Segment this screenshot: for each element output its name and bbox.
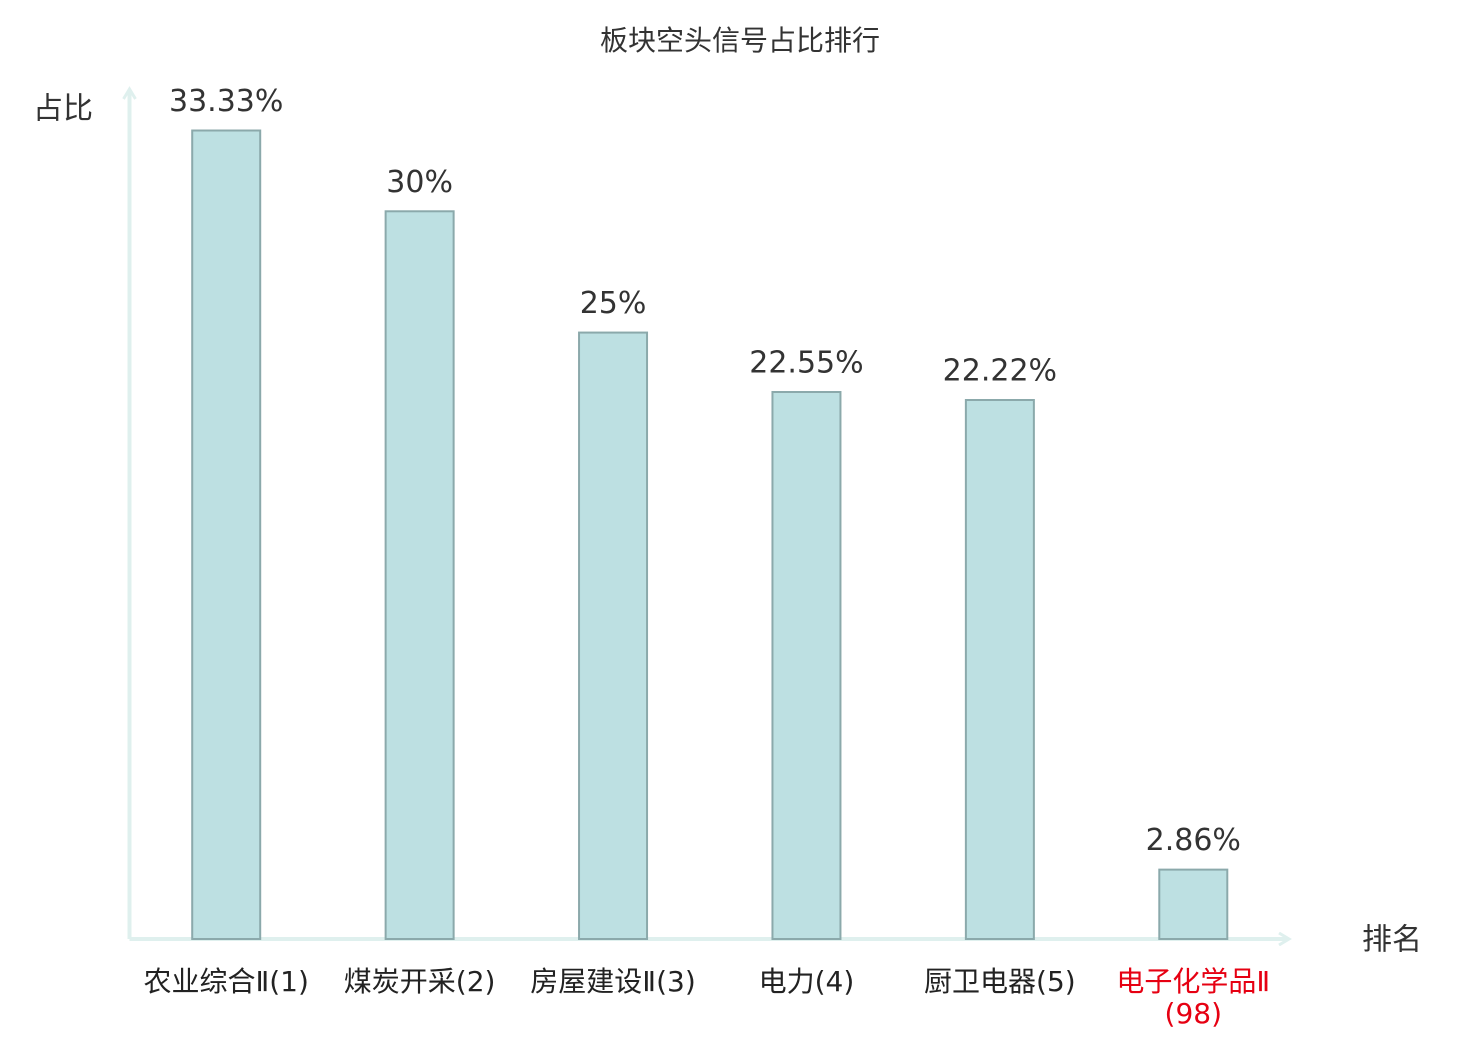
- x-tick-label: 电子化学品Ⅱ(98): [1116, 965, 1271, 1030]
- bar: [964, 399, 1035, 940]
- value-label: 22.22%: [943, 354, 1057, 389]
- x-tick-label: 农业综合Ⅱ(1): [143, 965, 309, 998]
- x-tick-label: 房屋建设Ⅱ(3): [530, 965, 696, 998]
- x-tick-label: 煤炭开采(2): [343, 965, 496, 998]
- bar: [771, 391, 842, 941]
- bar: [191, 129, 262, 941]
- value-label: 30%: [386, 165, 453, 200]
- value-label: 33.33%: [169, 84, 283, 119]
- value-label: 22.55%: [749, 346, 863, 381]
- value-label: 25%: [580, 286, 647, 321]
- x-tick-label: 厨卫电器(5): [924, 965, 1076, 998]
- chart-title: 板块空头信号占比排行: [600, 24, 880, 57]
- y-axis-label: 占比: [33, 92, 93, 127]
- value-label: 2.86%: [1146, 823, 1241, 858]
- bar: [384, 210, 455, 941]
- bar: [1158, 868, 1229, 940]
- bar: [578, 331, 649, 941]
- x-tick-label: 电力(4): [758, 965, 855, 998]
- x-axis-label: 排名: [1362, 923, 1422, 958]
